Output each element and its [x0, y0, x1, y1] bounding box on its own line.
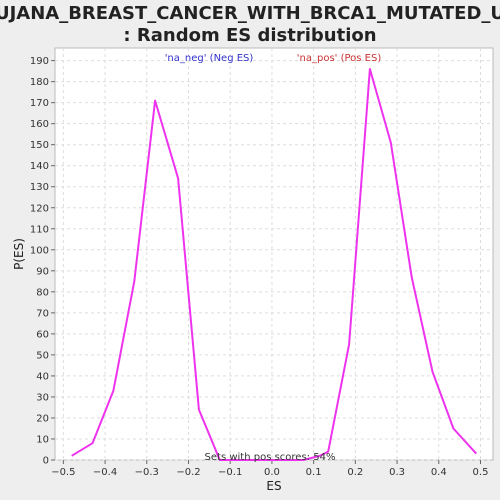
y-tick-label: 150: [30, 140, 49, 151]
y-tick-label: 110: [30, 224, 49, 235]
x-tick-label: 0.4: [431, 467, 447, 478]
plot-area: [54, 47, 494, 461]
x-tick-label: 0.3: [389, 467, 405, 478]
y-tick-label: 30: [36, 392, 49, 403]
y-tick-label: 140: [30, 161, 49, 172]
legend-pos: 'na_pos' (Pos ES): [297, 53, 382, 64]
y-tick-label: 50: [36, 350, 49, 361]
axes: −0.5 −0.4 −0.3 −0.2 −0.1 0.0 0.1 0.2 0.3 0.4 0.5 0 1…: [30, 56, 489, 478]
grid-lines: [55, 48, 493, 461]
y-axis-label: P(ES): [12, 238, 26, 270]
y-tick-label: 90: [36, 266, 49, 277]
x-tick-label: −0.5: [51, 467, 75, 478]
y-tick-label: 20: [36, 413, 49, 424]
series-layer: [71, 68, 478, 461]
chart-title-line1: PUJANA_BREAST_CANCER_WITH_BRCA1_MUTATED_…: [0, 3, 500, 24]
pos-score-annotation: Sets with pos scores: 54%: [205, 452, 336, 463]
x-axis-label: ES: [266, 479, 281, 493]
x-tick-label: −0.3: [135, 467, 159, 478]
chart-title-line2: : Random ES distribution: [123, 25, 376, 46]
x-tick-label: −0.2: [176, 467, 200, 478]
y-tick-label: 100: [30, 245, 49, 256]
y-tick-label: 160: [30, 119, 49, 130]
x-tick-label: 0.2: [347, 467, 363, 478]
y-tick-label: 80: [36, 287, 49, 298]
y-tick-label: 190: [30, 56, 49, 67]
y-tick-label: 0: [43, 456, 49, 467]
es-distribution-line: [71, 68, 478, 461]
y-tick-label: 170: [30, 98, 49, 109]
x-tick-label: 0.0: [264, 467, 280, 478]
x-tick-label: −0.1: [218, 467, 242, 478]
y-tick-label: 10: [36, 434, 49, 445]
y-tick-label: 120: [30, 203, 49, 214]
y-tick-label: 180: [30, 77, 49, 88]
x-tick-label: 0.1: [306, 467, 322, 478]
y-tick-label: 130: [30, 182, 49, 193]
x-tick-label: −0.4: [93, 467, 117, 478]
y-tick-label: 60: [36, 329, 49, 340]
x-tick-label: 0.5: [473, 467, 489, 478]
y-tick-label: 70: [36, 308, 49, 319]
legend-neg: 'na_neg' (Neg ES): [165, 53, 254, 64]
y-tick-label: 40: [36, 371, 49, 382]
